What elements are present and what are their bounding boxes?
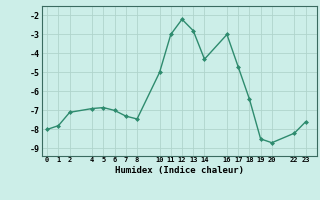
X-axis label: Humidex (Indice chaleur): Humidex (Indice chaleur) [115,166,244,175]
